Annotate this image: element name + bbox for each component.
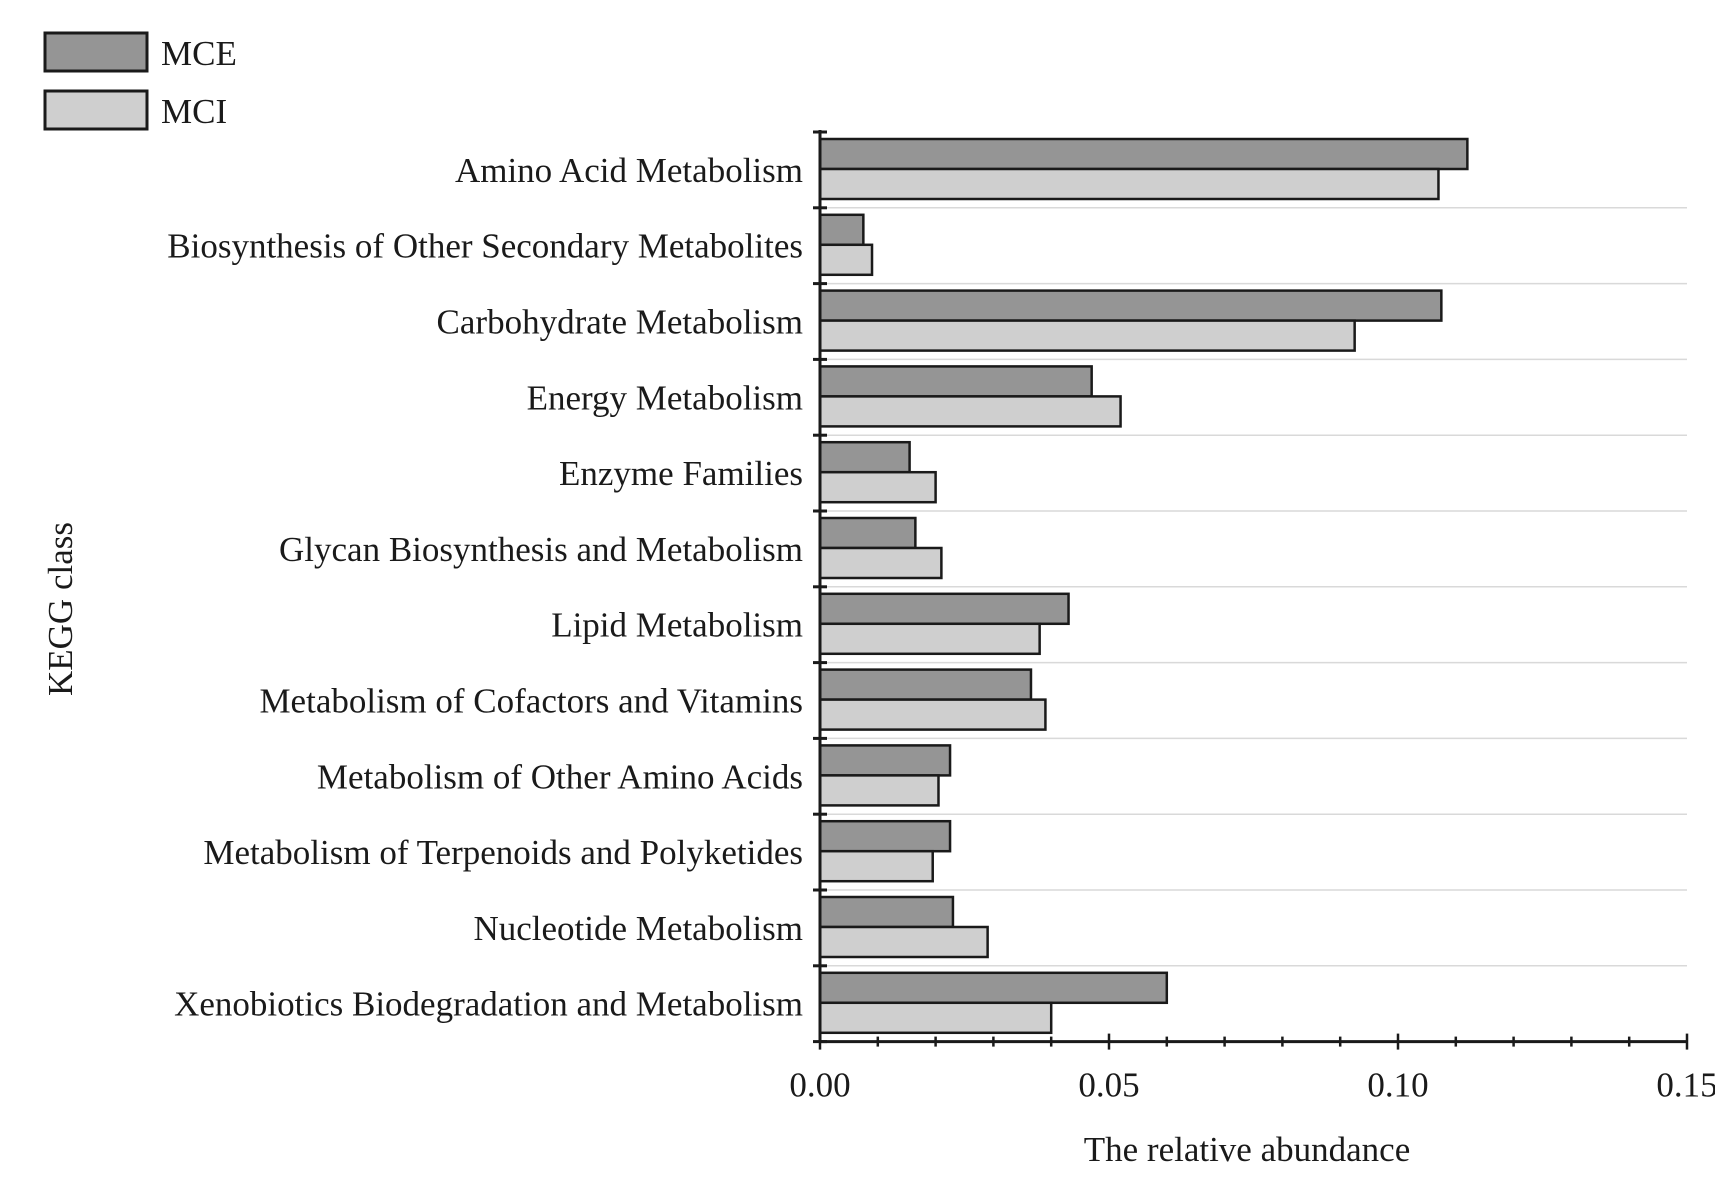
category-label: Carbohydrate Metabolism [437,303,803,342]
bar-mce-5 [818,516,917,550]
category-label: Xenobiotics Biodegradation and Metabolis… [174,985,803,1024]
category-label: Metabolism of Terpenoids and Polyketides [203,833,803,872]
axes: 0.00 0.05 0.10 0.15 [789,130,1715,1105]
bar-mci-1 [818,243,874,277]
bar-mci-3 [818,395,1122,428]
category-label: Nucleotide Metabolism [473,909,803,948]
category-label: Biosynthesis of Other Secondary Metaboli… [167,227,803,266]
bar-mce-6 [818,592,1070,626]
bar-mce-0 [818,137,1469,171]
x-tick-label: 0.00 [789,1066,850,1105]
bar-mce-7 [818,668,1033,701]
bar-mce-11 [818,971,1169,1005]
bar-mci-0 [818,167,1440,201]
grid-lines [820,207,1687,967]
category-label: Enzyme Families [559,454,803,493]
bar-mce-8 [818,744,952,777]
category-label: Glycan Biosynthesis and Metabolism [279,530,803,569]
legend-label-mci: MCI [161,92,227,131]
legend-label-mce: MCE [161,34,237,73]
bar-mci-10 [818,925,989,959]
bar-mce-3 [818,365,1093,398]
legend-swatch-mci [43,89,149,131]
bar-mce-4 [818,440,911,474]
x-axis-title: The relative abundance [1084,1130,1410,1169]
category-label: Metabolism of Cofactors and Vitamins [259,682,803,721]
category-label: Energy Metabolism [527,378,803,417]
x-tick-label: 0.10 [1367,1066,1428,1105]
legend-swatch-mce [43,31,149,73]
category-label: Amino Acid Metabolism [455,151,803,190]
bar-mci-2 [818,319,1356,352]
y-axis-title: KEGG class [41,522,80,696]
bar-mci-9 [818,849,934,883]
bar-mci-8 [818,774,940,807]
bar-mci-7 [818,698,1047,731]
bar-mce-2 [818,289,1443,322]
category-label: Metabolism of Other Amino Acids [317,757,803,796]
bar-mci-6 [818,622,1041,656]
category-label: Lipid Metabolism [551,606,803,645]
bar-mce-9 [818,819,952,853]
x-tick-label: 0.05 [1078,1066,1139,1105]
bar-mci-4 [818,470,937,504]
bar-mce-10 [818,895,955,929]
bar-mce-1 [818,213,865,247]
bar-mci-5 [818,546,943,580]
bar-mci-11 [818,1001,1053,1035]
bars [818,137,1469,1035]
legend: MCE MCI [43,31,237,131]
x-tick-label: 0.15 [1656,1066,1715,1105]
category-labels: Amino Acid Metabolism Biosynthesis of Oth… [167,151,803,1024]
